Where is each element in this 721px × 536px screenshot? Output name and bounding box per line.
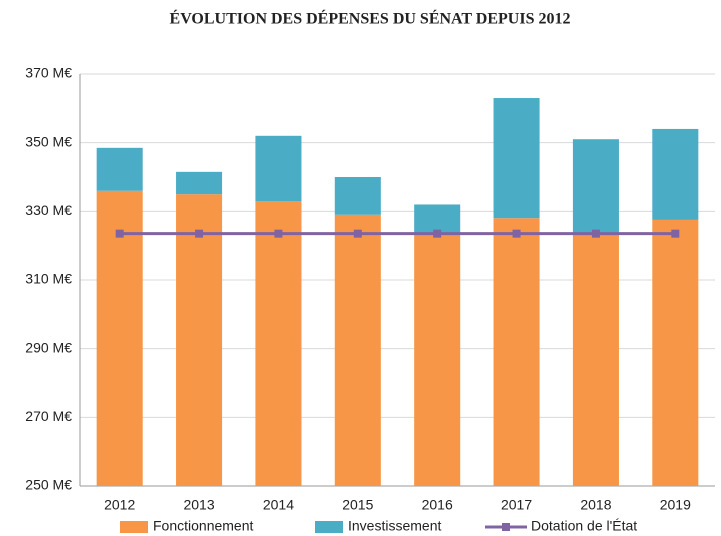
bar [572, 235, 619, 486]
bar [96, 190, 143, 486]
bar [493, 218, 540, 486]
legend-label: Investissement [348, 518, 441, 534]
line-marker [115, 229, 124, 238]
line-marker [433, 229, 442, 238]
y-tick-label: 250 M€ [25, 477, 72, 493]
bar [652, 128, 699, 220]
y-tick-label: 370 M€ [25, 65, 72, 81]
y-tick-label: 290 M€ [25, 339, 72, 355]
x-tick-label: 2017 [501, 497, 532, 513]
line-marker [671, 229, 680, 238]
line-marker [591, 229, 600, 238]
y-tick-label: 270 M€ [25, 408, 72, 424]
legend-swatch [315, 521, 343, 533]
line-marker [195, 229, 204, 238]
bar [176, 194, 223, 486]
y-tick-label: 310 M€ [25, 271, 72, 287]
legend-swatch [120, 521, 148, 533]
legend-swatch [502, 523, 510, 531]
x-tick-label: 2018 [580, 497, 611, 513]
bar [334, 177, 381, 215]
x-tick-label: 2014 [263, 497, 294, 513]
x-tick-label: 2019 [660, 497, 691, 513]
bar [255, 135, 302, 202]
chart-title: ÉVOLUTION DES DÉPENSES DU SÉNAT DEPUIS 2… [170, 9, 571, 28]
x-tick-label: 2013 [183, 497, 214, 513]
x-tick-label: 2016 [422, 497, 453, 513]
legend-label: Fonctionnement [153, 518, 254, 534]
legend-label: Dotation de l'État [531, 518, 637, 534]
bar [414, 233, 461, 486]
bar [414, 204, 461, 234]
bar [255, 201, 302, 487]
bar [572, 139, 619, 236]
x-tick-label: 2012 [104, 497, 135, 513]
bar [652, 219, 699, 486]
x-tick-label: 2015 [342, 497, 373, 513]
bar [176, 171, 223, 195]
bar [96, 147, 143, 191]
line-marker [512, 229, 521, 238]
line-marker [274, 229, 283, 238]
y-tick-label: 330 M€ [25, 202, 72, 218]
bar [493, 98, 540, 219]
y-tick-label: 350 M€ [25, 133, 72, 149]
line-marker [353, 229, 362, 238]
bar [334, 214, 381, 486]
